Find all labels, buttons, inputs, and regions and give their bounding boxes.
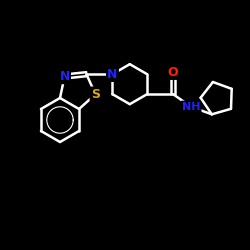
Text: S: S bbox=[91, 88, 100, 101]
Text: N: N bbox=[107, 68, 118, 81]
Text: N: N bbox=[60, 70, 70, 83]
Text: NH: NH bbox=[182, 102, 200, 112]
Text: O: O bbox=[168, 66, 178, 79]
